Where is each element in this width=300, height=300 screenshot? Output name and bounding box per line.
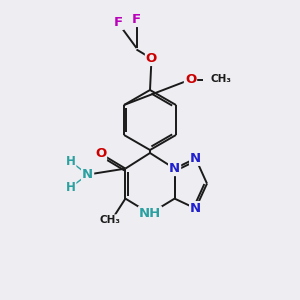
Text: N: N [190, 202, 201, 215]
Text: CH₃: CH₃ [211, 74, 232, 85]
Text: F: F [114, 16, 123, 29]
Text: O: O [146, 52, 157, 65]
Text: H: H [66, 181, 75, 194]
Text: O: O [185, 73, 196, 86]
Text: N: N [82, 168, 93, 181]
Text: N: N [190, 152, 201, 165]
Text: N: N [169, 162, 180, 175]
Text: NH: NH [139, 207, 161, 220]
Text: H: H [66, 155, 75, 168]
Text: CH₃: CH₃ [100, 215, 121, 225]
Text: F: F [132, 13, 141, 26]
Text: O: O [95, 147, 106, 160]
